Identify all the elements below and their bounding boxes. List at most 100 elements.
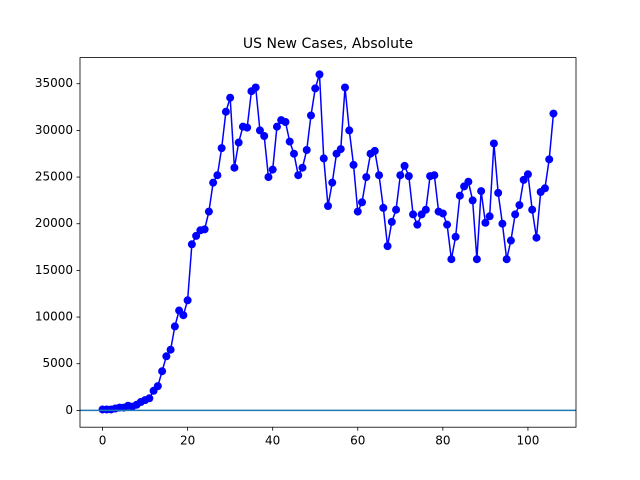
marker xyxy=(404,172,413,181)
marker xyxy=(349,160,358,169)
marker xyxy=(183,296,192,305)
marker xyxy=(268,165,277,174)
marker xyxy=(213,171,222,180)
marker xyxy=(485,212,494,221)
marker xyxy=(430,171,439,180)
marker xyxy=(345,126,354,135)
marker xyxy=(328,178,337,187)
marker xyxy=(413,220,422,229)
y-tick-label: 15000 xyxy=(35,263,73,277)
marker xyxy=(455,191,464,200)
marker xyxy=(324,202,332,210)
x-tick-label: 40 xyxy=(265,434,280,448)
marker xyxy=(375,171,384,180)
marker xyxy=(443,220,452,229)
marker xyxy=(319,154,328,163)
marker xyxy=(383,242,392,251)
marker xyxy=(289,149,298,158)
marker xyxy=(515,201,524,210)
marker xyxy=(545,155,554,164)
marker xyxy=(145,394,154,403)
marker xyxy=(255,126,264,135)
y-tick-label: 30000 xyxy=(35,123,73,137)
marker xyxy=(353,207,362,216)
marker xyxy=(511,210,520,219)
y-tick-label: 25000 xyxy=(35,170,73,184)
marker xyxy=(217,144,226,153)
marker xyxy=(528,205,537,214)
marker xyxy=(540,184,549,193)
marker xyxy=(272,122,281,131)
marker xyxy=(192,231,201,240)
marker xyxy=(502,255,511,264)
marker xyxy=(438,209,447,218)
marker xyxy=(298,163,307,172)
x-tick-label: 20 xyxy=(180,434,195,448)
marker xyxy=(294,171,303,180)
marker xyxy=(549,109,558,118)
marker xyxy=(358,198,367,207)
marker xyxy=(311,84,320,93)
marker xyxy=(396,171,405,180)
marker xyxy=(506,236,515,245)
marker xyxy=(489,139,498,148)
marker xyxy=(209,178,218,187)
marker xyxy=(230,163,239,172)
marker xyxy=(162,352,171,361)
marker xyxy=(523,170,532,179)
axes-frame xyxy=(79,57,577,428)
marker xyxy=(306,111,315,120)
marker xyxy=(179,311,188,320)
x-tick-label: 60 xyxy=(350,434,365,448)
marker xyxy=(302,146,311,154)
y-tick-label: 20000 xyxy=(35,216,73,230)
marker xyxy=(170,322,179,331)
marker xyxy=(251,83,260,92)
marker xyxy=(387,217,396,226)
marker xyxy=(464,177,473,186)
x-tick-label: 0 xyxy=(99,434,107,448)
marker xyxy=(472,255,481,264)
marker xyxy=(341,83,350,92)
marker xyxy=(409,210,418,219)
marker xyxy=(281,118,290,126)
marker xyxy=(260,132,269,140)
x-tick-label: 80 xyxy=(435,434,450,448)
marker xyxy=(264,173,273,182)
marker xyxy=(400,161,409,170)
marker xyxy=(451,232,460,241)
marker xyxy=(200,225,209,234)
marker xyxy=(187,240,196,249)
y-tick-label: 5000 xyxy=(42,356,73,370)
marker xyxy=(532,233,541,242)
marker xyxy=(336,145,345,154)
marker xyxy=(379,203,388,212)
y-tick-label: 0 xyxy=(65,403,73,417)
marker xyxy=(392,205,401,214)
marker xyxy=(315,70,324,79)
marker xyxy=(477,187,486,196)
marker xyxy=(234,138,243,147)
marker xyxy=(221,107,230,116)
marker xyxy=(285,137,294,146)
chart-title: US New Cases, Absolute xyxy=(243,36,413,52)
marker xyxy=(498,219,507,228)
marker xyxy=(494,188,503,197)
y-tick-label: 35000 xyxy=(35,76,73,90)
marker xyxy=(481,218,490,227)
y-tick-label: 10000 xyxy=(35,310,73,324)
marker xyxy=(421,205,430,214)
marker xyxy=(158,367,167,376)
marker xyxy=(447,255,456,264)
marker xyxy=(204,207,213,216)
marker xyxy=(153,382,162,391)
marker xyxy=(226,93,235,102)
marker xyxy=(243,123,252,132)
marker xyxy=(166,345,175,354)
marker xyxy=(370,146,379,155)
marker xyxy=(362,173,371,182)
x-tick-label: 100 xyxy=(516,434,539,448)
marker xyxy=(468,196,477,205)
marker xyxy=(519,175,528,184)
